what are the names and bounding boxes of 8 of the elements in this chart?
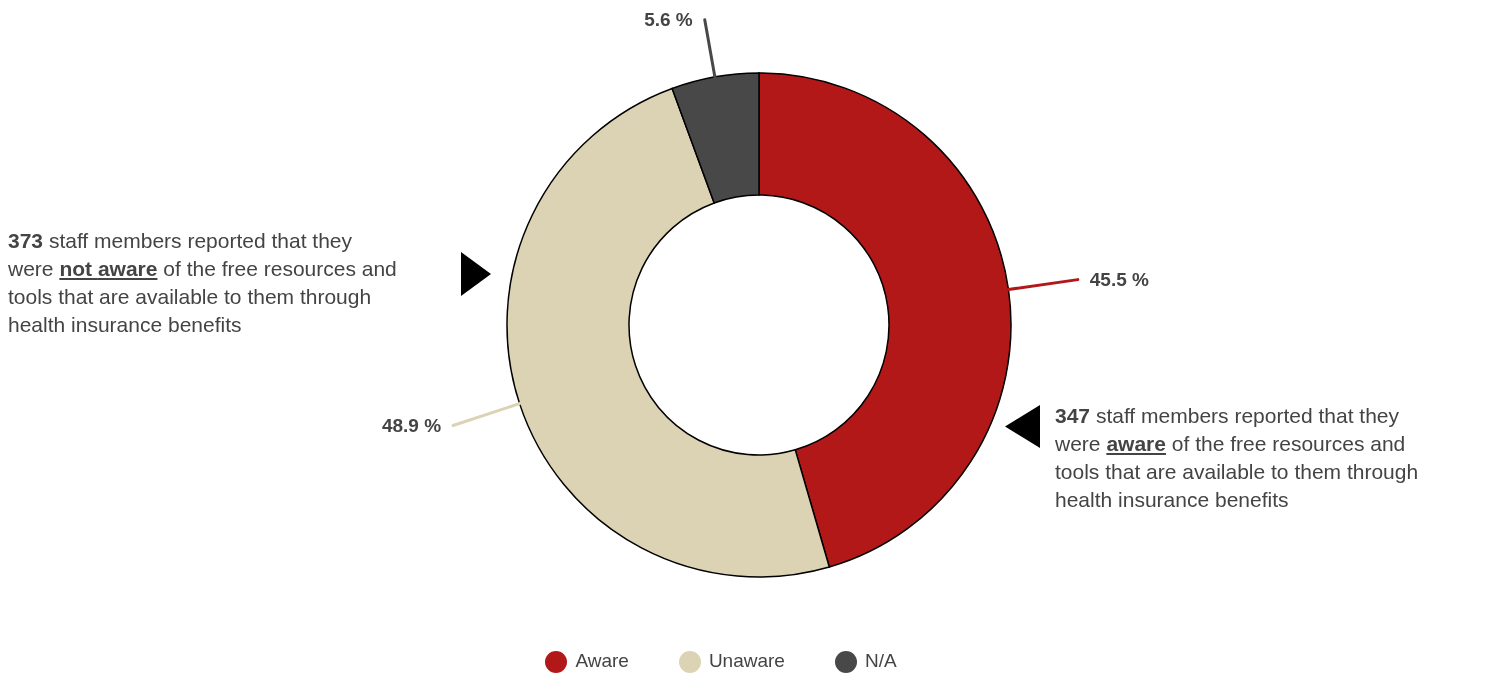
legend-label: N/A — [864, 650, 897, 672]
text: 347 staff members reported that they were aware of the free resources and tools that are available to them through health insurance benefits — [1055, 404, 1419, 511]
data-label: 45.5 % — [1089, 269, 1150, 291]
data-label: 5.6 % — [644, 9, 693, 31]
legend-label: Aware — [575, 650, 629, 672]
data-label: 48.9 % — [381, 415, 442, 437]
legend-label: Unaware — [708, 650, 785, 672]
text: 373 staff members reported that they were not aware of the free resources and tools that are available to them through health insurance benefits — [8, 229, 397, 336]
